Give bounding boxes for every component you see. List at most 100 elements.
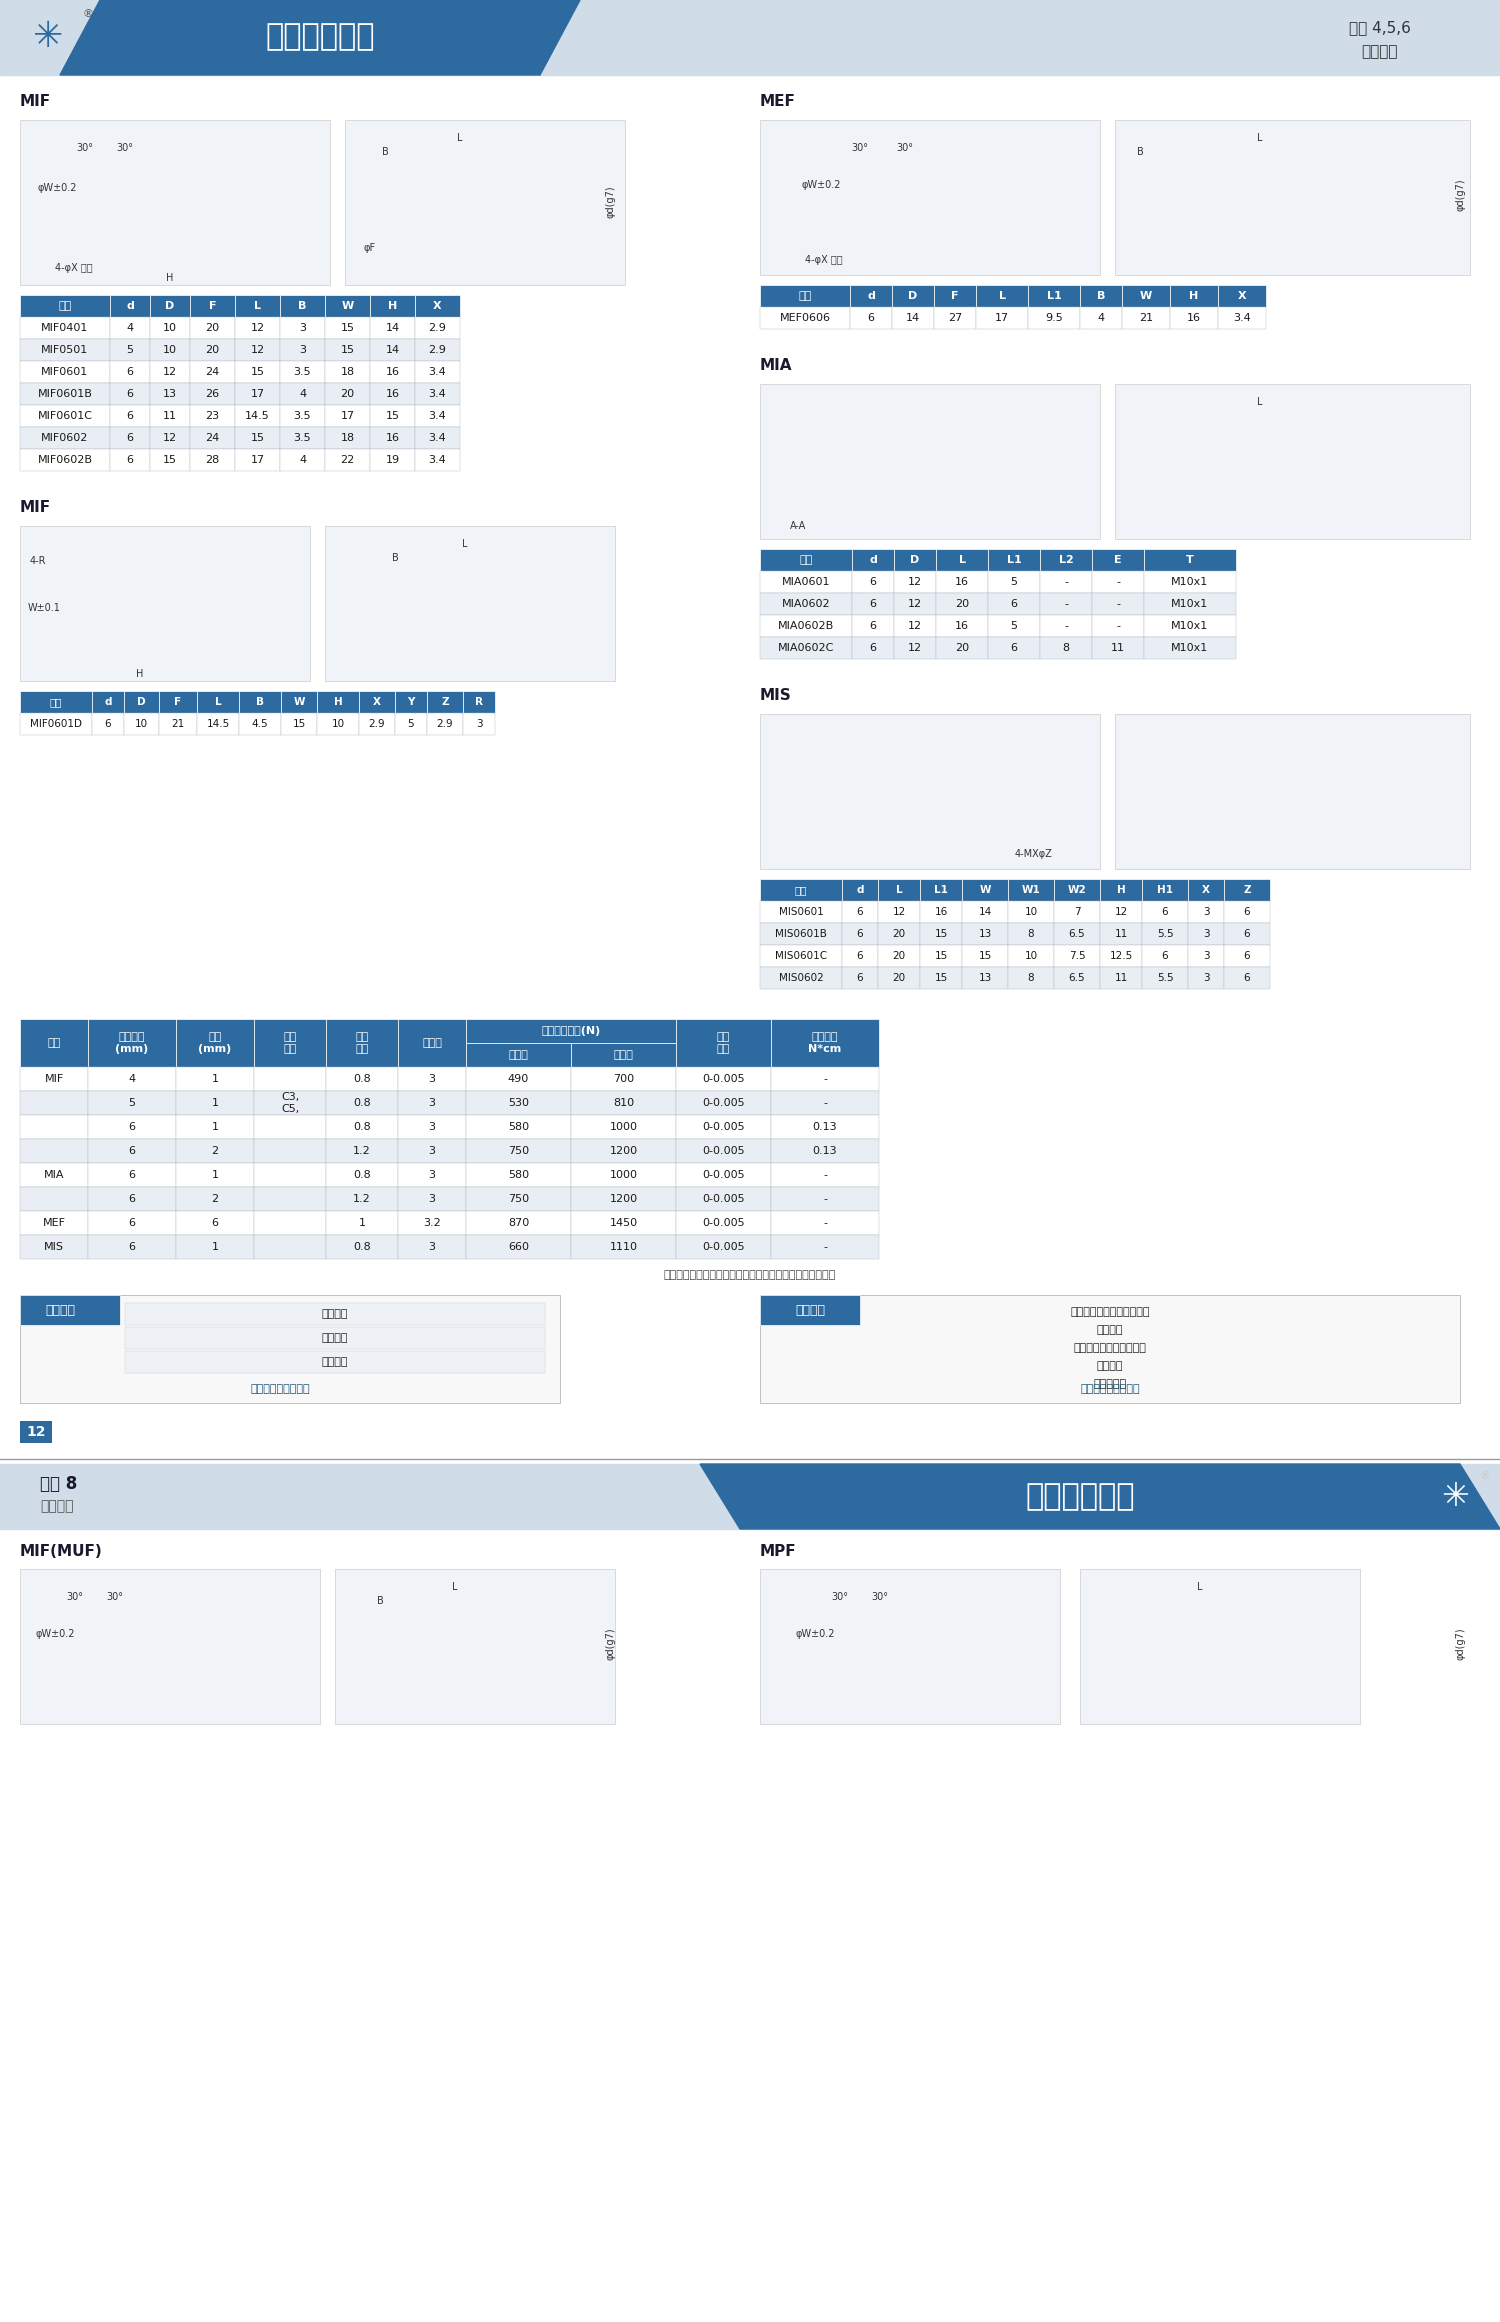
- Text: 12: 12: [908, 576, 922, 587]
- Bar: [894, 548, 936, 571]
- Text: 20: 20: [892, 973, 906, 982]
- Text: B: B: [376, 1595, 384, 1607]
- Polygon shape: [60, 0, 580, 74]
- Text: 型号: 型号: [48, 1038, 60, 1047]
- Text: X: X: [374, 697, 381, 706]
- Bar: [236, 427, 280, 448]
- Text: 30°: 30°: [117, 144, 134, 153]
- Text: MEF0606: MEF0606: [780, 313, 831, 323]
- Bar: [176, 1163, 254, 1187]
- Text: MIS0601C: MIS0601C: [776, 952, 826, 961]
- Text: 6: 6: [129, 1122, 135, 1133]
- Text: M10x1: M10x1: [1172, 576, 1209, 587]
- Text: 10: 10: [1024, 908, 1038, 917]
- Text: 14: 14: [386, 346, 399, 355]
- Text: L2: L2: [1059, 555, 1074, 564]
- Text: 660: 660: [509, 1242, 530, 1252]
- Bar: [1100, 901, 1142, 924]
- Bar: [176, 1019, 254, 1068]
- Text: MIS0601B: MIS0601B: [776, 929, 826, 938]
- Text: -: -: [1116, 576, 1120, 587]
- Bar: [427, 692, 464, 713]
- Text: 15: 15: [978, 952, 992, 961]
- Text: 4-φX 通孔: 4-φX 通孔: [56, 262, 93, 274]
- Bar: [416, 404, 460, 427]
- Text: L: L: [999, 290, 1005, 302]
- Text: X: X: [1238, 290, 1246, 302]
- Bar: [1080, 1570, 1360, 1723]
- Text: 10: 10: [332, 720, 345, 729]
- Text: 5.5: 5.5: [1156, 973, 1173, 982]
- Text: 3.4: 3.4: [429, 432, 447, 444]
- Text: 8: 8: [1028, 973, 1035, 982]
- Text: 7: 7: [1074, 908, 1080, 917]
- Text: 6: 6: [1244, 952, 1251, 961]
- Bar: [1224, 901, 1270, 924]
- Text: 30°: 30°: [106, 1593, 123, 1602]
- Bar: [572, 1235, 676, 1259]
- Bar: [1188, 880, 1224, 901]
- Text: 3.5: 3.5: [294, 432, 312, 444]
- Bar: [416, 448, 460, 471]
- Bar: [124, 692, 159, 713]
- Bar: [760, 592, 852, 615]
- Text: F: F: [209, 302, 216, 311]
- Text: 12: 12: [1114, 908, 1128, 917]
- Bar: [176, 1068, 254, 1091]
- Bar: [988, 548, 1039, 571]
- Bar: [92, 713, 124, 736]
- Bar: [20, 1421, 53, 1442]
- Text: L: L: [214, 697, 222, 706]
- Bar: [280, 692, 316, 713]
- Bar: [878, 945, 920, 966]
- Text: B: B: [256, 697, 264, 706]
- Bar: [1040, 636, 1092, 659]
- Text: 预压扭矩
N*cm: 预压扭矩 N*cm: [808, 1033, 842, 1054]
- Text: 0-0.005: 0-0.005: [702, 1170, 746, 1180]
- Bar: [760, 286, 850, 307]
- Bar: [842, 966, 878, 989]
- Bar: [196, 713, 238, 736]
- Bar: [760, 966, 842, 989]
- Text: 定制服务: 定制服务: [795, 1303, 825, 1317]
- Text: 0-0.005: 0-0.005: [702, 1147, 746, 1156]
- Text: 14.5: 14.5: [207, 720, 230, 729]
- Text: 15: 15: [386, 411, 399, 420]
- Bar: [370, 360, 416, 383]
- Bar: [280, 448, 326, 471]
- Bar: [760, 1570, 1060, 1723]
- Text: 30°: 30°: [66, 1593, 84, 1602]
- Text: 0.13: 0.13: [813, 1147, 837, 1156]
- Text: 6: 6: [856, 952, 864, 961]
- Text: 15: 15: [251, 432, 264, 444]
- Text: 2.9: 2.9: [436, 720, 453, 729]
- Bar: [771, 1019, 879, 1068]
- Text: 型号: 型号: [798, 290, 812, 302]
- Bar: [334, 1570, 615, 1723]
- Bar: [572, 1068, 676, 1091]
- Bar: [427, 713, 464, 736]
- Text: L: L: [1257, 132, 1263, 144]
- Bar: [20, 1140, 88, 1163]
- Bar: [676, 1163, 771, 1187]
- Bar: [842, 924, 878, 945]
- Bar: [236, 360, 280, 383]
- Bar: [398, 1140, 466, 1163]
- Bar: [254, 1115, 326, 1140]
- Text: L: L: [958, 555, 966, 564]
- Text: L: L: [254, 302, 261, 311]
- Bar: [936, 548, 988, 571]
- Bar: [236, 339, 280, 360]
- Text: 4-φX 通孔: 4-φX 通孔: [806, 255, 843, 265]
- Bar: [1008, 924, 1054, 945]
- Bar: [176, 1235, 254, 1259]
- Bar: [20, 1091, 88, 1115]
- Text: 3.5: 3.5: [294, 411, 312, 420]
- Text: 3.4: 3.4: [429, 390, 447, 399]
- Bar: [326, 360, 370, 383]
- Bar: [760, 307, 850, 330]
- Text: 性能测试: 性能测试: [321, 1310, 348, 1319]
- Text: -: -: [1064, 620, 1068, 632]
- Bar: [416, 383, 460, 404]
- Bar: [110, 427, 150, 448]
